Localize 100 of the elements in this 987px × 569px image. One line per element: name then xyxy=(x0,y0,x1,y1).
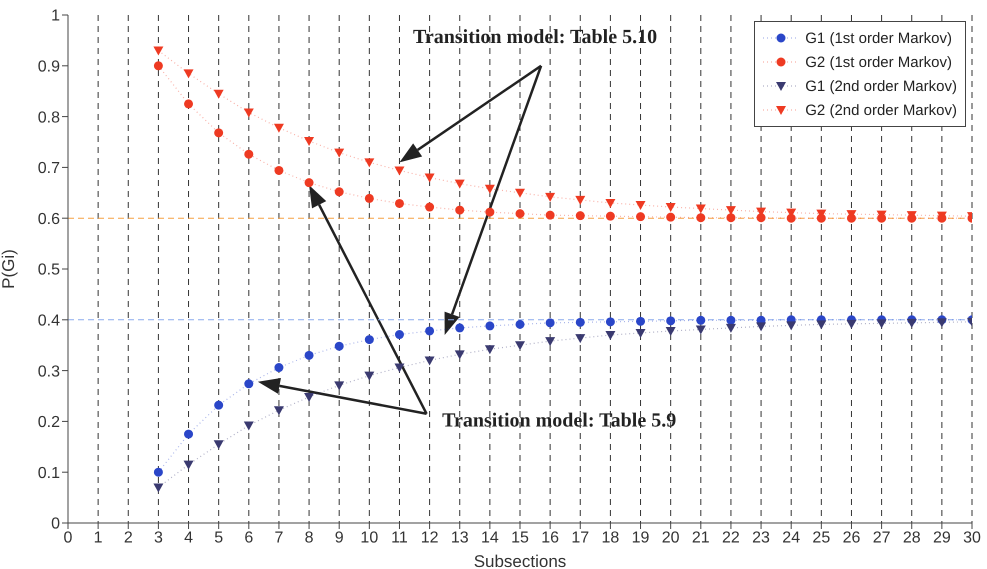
point xyxy=(666,203,676,212)
x-tick-label: 18 xyxy=(602,529,620,546)
point xyxy=(485,208,494,217)
y-axis-title: P(Gi) xyxy=(0,249,18,289)
y-tick-label: 0.2 xyxy=(38,414,60,432)
point xyxy=(394,198,404,208)
y-tick-label: 1 xyxy=(51,8,60,25)
point xyxy=(153,483,164,492)
point xyxy=(425,326,434,336)
x-tick-label: 14 xyxy=(480,529,499,546)
point xyxy=(244,150,254,159)
point xyxy=(816,320,826,330)
x-tick-label: 17 xyxy=(571,529,590,546)
point xyxy=(906,318,917,328)
x-tick-label: 4 xyxy=(184,529,194,546)
point xyxy=(454,350,465,360)
point xyxy=(605,331,616,340)
point xyxy=(666,326,676,336)
x-tick-label: 20 xyxy=(662,529,680,546)
x-tick-label: 16 xyxy=(541,529,560,546)
annotation: Transition model: Table 5.9 xyxy=(442,409,676,432)
point xyxy=(455,323,464,332)
point xyxy=(334,187,344,196)
point xyxy=(636,329,646,338)
point xyxy=(304,136,314,146)
point xyxy=(184,99,194,108)
point xyxy=(636,200,646,210)
x-tick-label: 12 xyxy=(420,529,439,546)
point xyxy=(214,90,224,99)
point xyxy=(575,196,586,205)
point xyxy=(515,188,525,198)
annotation: Transition model: Table 5.10 xyxy=(413,26,658,48)
point xyxy=(364,372,374,381)
x-tick-label: 9 xyxy=(334,529,344,546)
point xyxy=(876,319,887,328)
point xyxy=(636,212,646,222)
point xyxy=(304,178,314,188)
point xyxy=(696,213,706,222)
point xyxy=(546,318,555,328)
y-tick-label: 0.6 xyxy=(38,210,60,228)
point xyxy=(484,184,495,194)
point xyxy=(786,321,796,330)
point xyxy=(546,210,555,220)
x-tick-label: 21 xyxy=(692,529,710,546)
x-tick-label: 15 xyxy=(511,529,529,546)
legend-label: G1 (2nd order Markov) xyxy=(805,78,957,94)
point xyxy=(244,421,254,430)
x-tick-label: 2 xyxy=(124,529,133,546)
point xyxy=(304,393,314,402)
x-tick-label: 22 xyxy=(722,529,740,546)
point xyxy=(214,128,224,138)
x-tick-label: 5 xyxy=(214,529,224,546)
x-tick-label: 8 xyxy=(304,529,314,546)
point xyxy=(394,364,404,373)
point xyxy=(696,204,706,214)
x-tick-label: 29 xyxy=(932,529,951,546)
x-tick-label: 11 xyxy=(391,529,408,546)
legend-label: G1 (1st order Markov) xyxy=(805,30,952,46)
point xyxy=(936,318,947,328)
x-tick-label: 30 xyxy=(963,529,981,546)
point xyxy=(364,158,374,168)
point xyxy=(274,124,284,133)
point xyxy=(394,166,404,176)
x-tick-label: 23 xyxy=(752,529,770,546)
y-tick-label: 0.5 xyxy=(38,262,60,279)
point xyxy=(154,61,163,70)
point xyxy=(485,321,494,330)
point xyxy=(334,342,344,351)
point xyxy=(636,316,646,326)
point xyxy=(516,320,524,329)
y-tick-label: 0.8 xyxy=(38,109,60,126)
y-tick-label: 0.7 xyxy=(38,160,60,178)
x-tick-label: 3 xyxy=(154,529,163,546)
point xyxy=(545,192,556,202)
point xyxy=(274,166,284,175)
point xyxy=(606,317,615,326)
point xyxy=(244,108,254,118)
point xyxy=(214,440,224,450)
point xyxy=(425,202,434,212)
point xyxy=(696,316,706,325)
point xyxy=(696,325,706,334)
x-tick-label: 13 xyxy=(450,529,469,546)
point xyxy=(576,318,585,327)
point xyxy=(244,379,254,388)
point xyxy=(184,430,194,439)
x-tick-label: 26 xyxy=(842,529,860,546)
x-tick-label: 0 xyxy=(64,529,73,546)
x-tick-label: 7 xyxy=(274,529,284,546)
x-tick-label: 27 xyxy=(872,529,891,546)
point xyxy=(304,350,314,360)
point xyxy=(214,400,224,410)
point xyxy=(726,213,736,222)
point xyxy=(364,194,374,203)
point xyxy=(153,46,164,56)
point xyxy=(666,212,676,222)
point xyxy=(545,337,556,346)
point xyxy=(274,363,284,372)
legend-label: G2 (2nd order Markov) xyxy=(805,102,957,118)
point xyxy=(364,335,374,344)
y-tick-label: 0 xyxy=(51,516,60,533)
